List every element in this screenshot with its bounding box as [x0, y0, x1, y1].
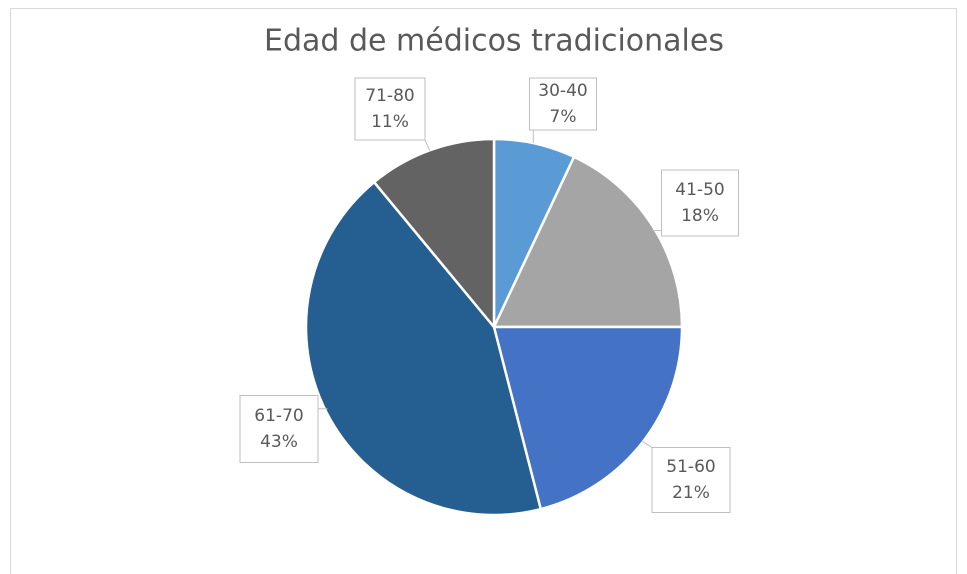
pie-slice — [372, 137, 496, 331]
category-label: 30-40 — [538, 81, 587, 101]
category-label: 71-80 — [365, 86, 414, 106]
pie-slice — [304, 180, 543, 517]
pie — [304, 137, 684, 517]
value-label: 11% — [371, 112, 409, 132]
label-box — [354, 77, 426, 141]
category-label: 41-50 — [675, 180, 724, 200]
value-label: 21% — [672, 483, 710, 503]
callout-pointer — [424, 139, 431, 151]
data-labels: 30-40 7% 41-50 18% 51-60 21% 61-70 43% 71-80 11% — [239, 77, 739, 513]
label-box — [239, 395, 319, 463]
category-label: 51-60 — [666, 457, 715, 477]
pie-slice — [492, 155, 684, 329]
chart-title: Edad de médicos tradicionales — [264, 24, 724, 59]
label-box — [661, 169, 739, 237]
pie-slice — [492, 325, 684, 511]
label-box — [529, 77, 597, 131]
value-label: 7% — [550, 107, 577, 127]
callout-pointer — [642, 440, 653, 448]
value-label: 18% — [681, 206, 719, 226]
value-label: 43% — [260, 432, 298, 452]
label-box — [651, 447, 731, 513]
category-label: 61-70 — [254, 406, 303, 426]
